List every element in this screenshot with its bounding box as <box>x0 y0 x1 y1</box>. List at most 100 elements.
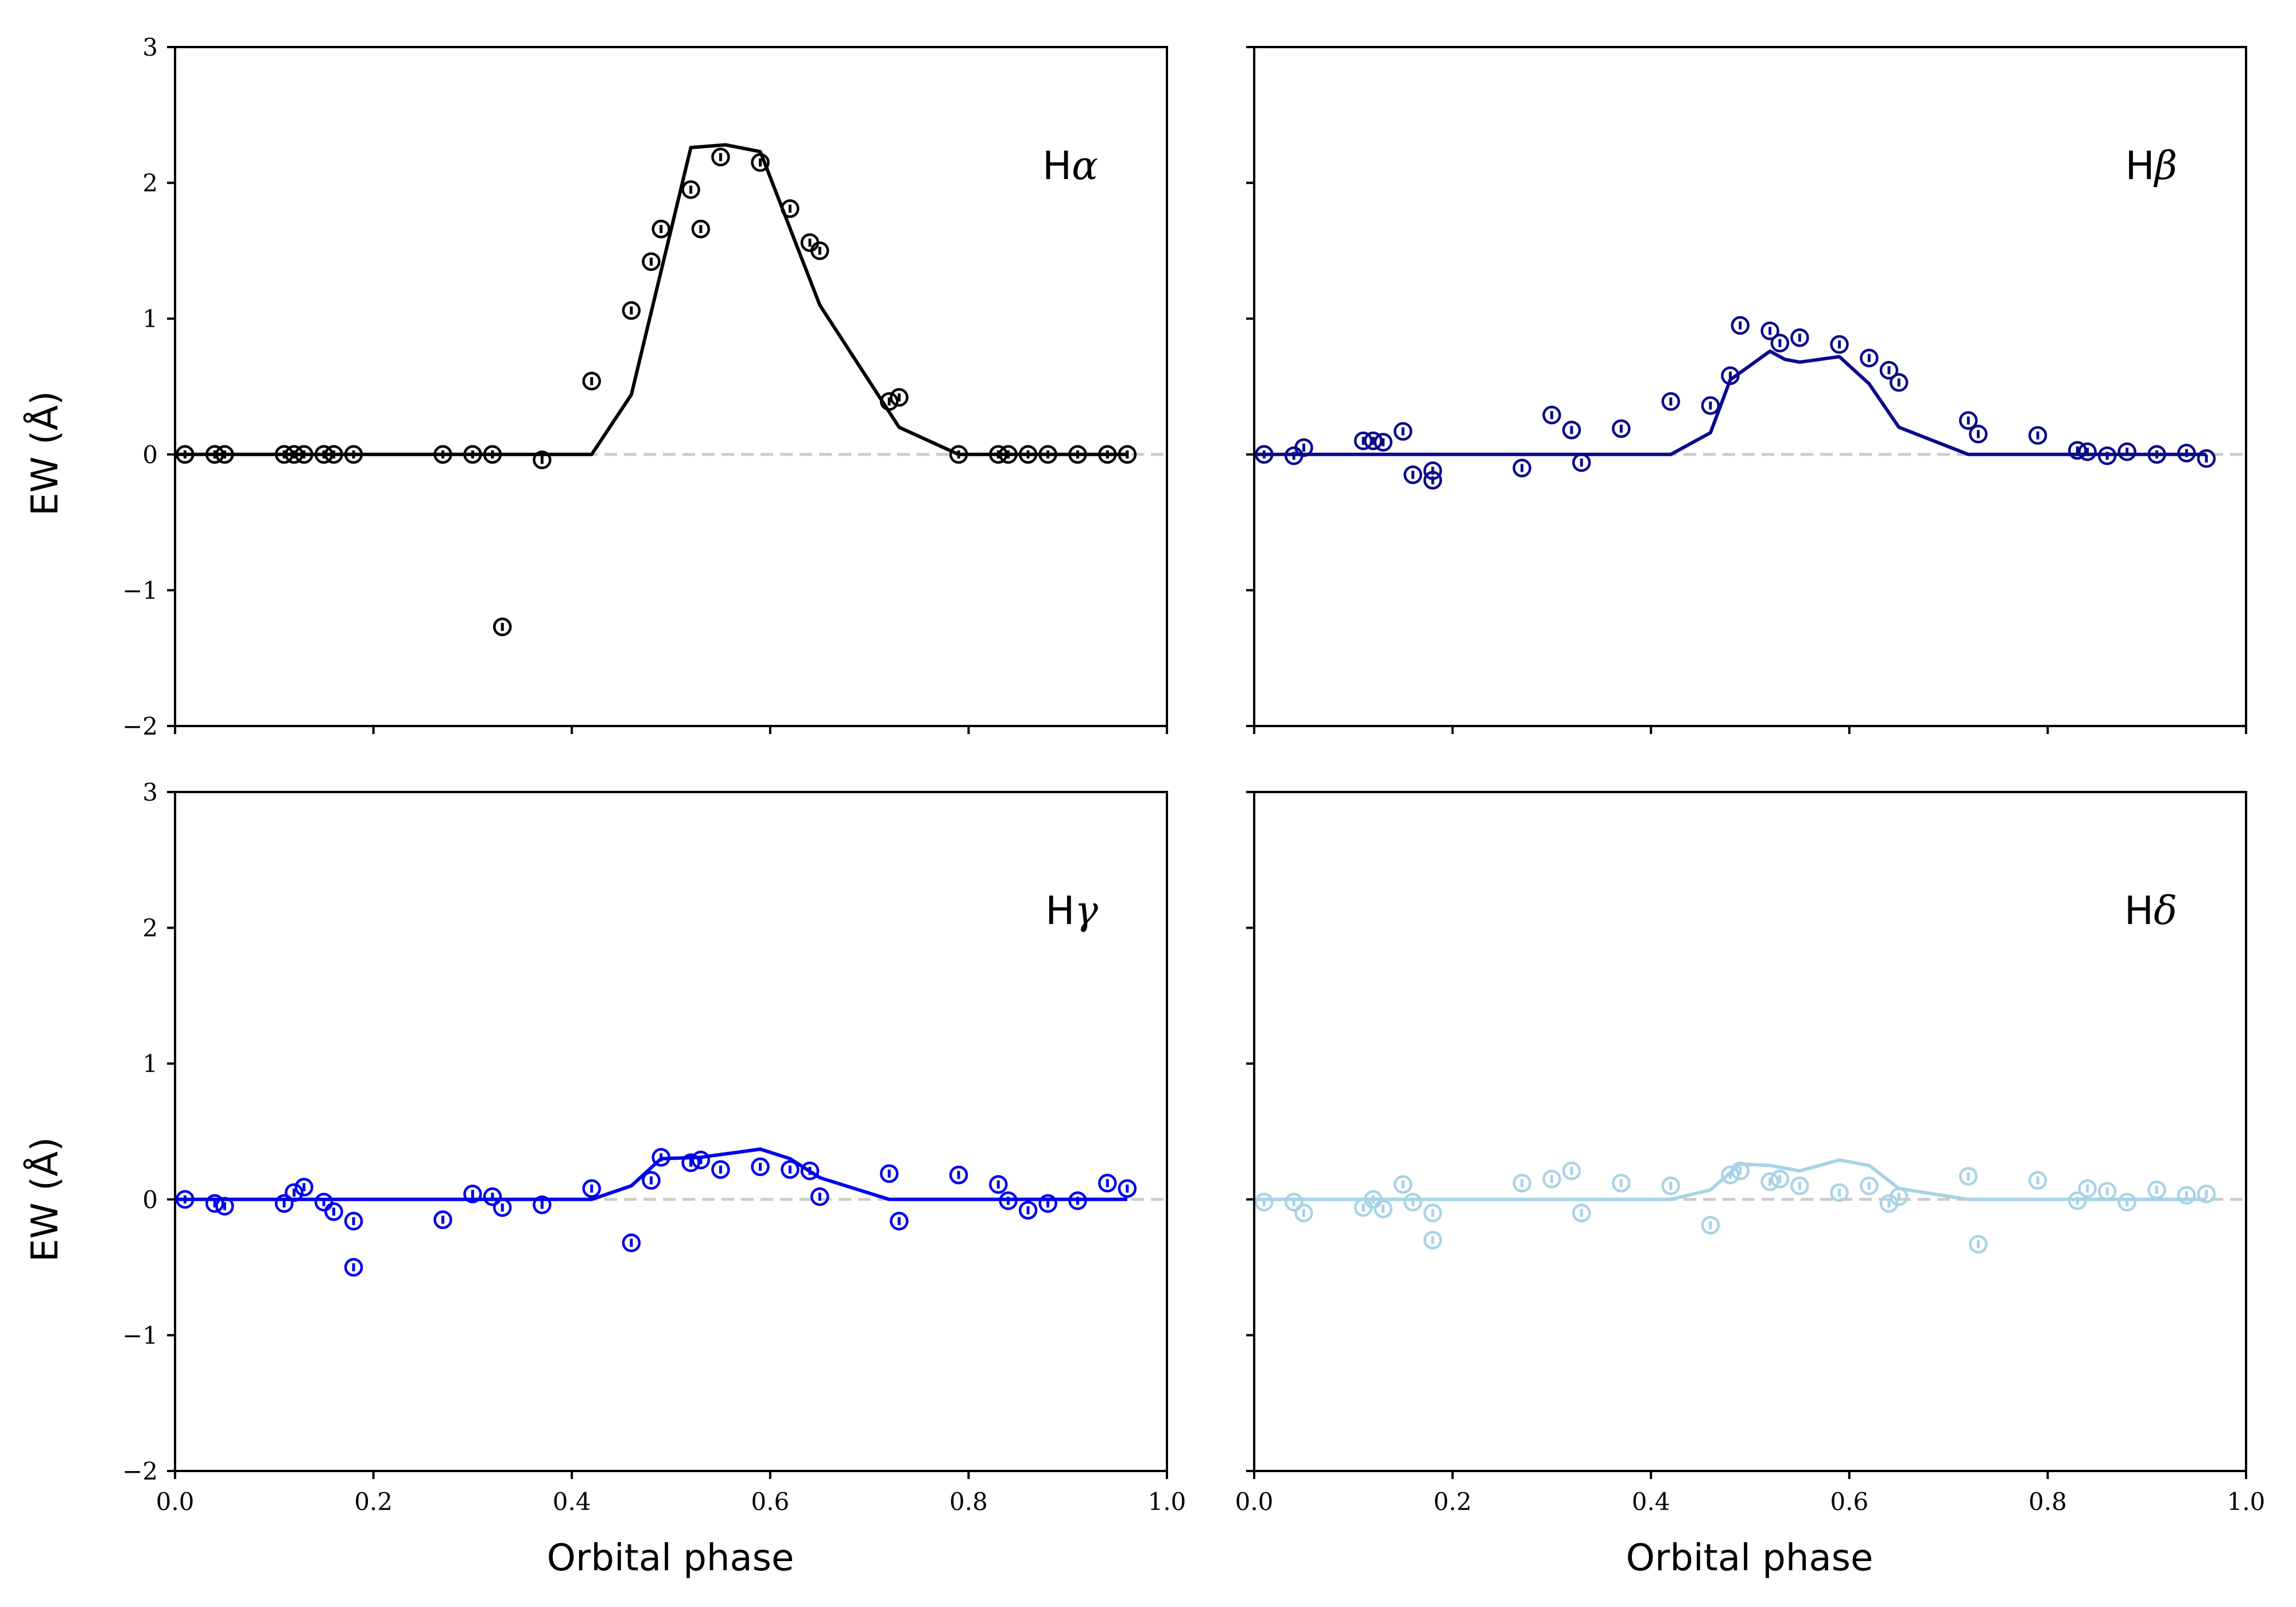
y-tick-label: 0 <box>142 441 158 469</box>
data-point-marker <box>1889 1187 1909 1206</box>
data-point <box>1403 1193 1422 1212</box>
data-point <box>2078 442 2097 461</box>
data-point <box>1374 433 1393 452</box>
data-point <box>800 1161 820 1181</box>
data-point <box>176 445 195 464</box>
data-point-marker <box>1294 1204 1313 1222</box>
y-tick-label: 1 <box>142 305 158 333</box>
data-point <box>324 1202 343 1221</box>
model-curve <box>1254 1158 2206 1201</box>
data-point-marker <box>176 445 195 464</box>
data-point-marker <box>1830 1183 1849 1202</box>
data-point-marker <box>1512 459 1531 478</box>
data-point-marker <box>533 451 552 469</box>
data-point-marker <box>1721 366 1740 385</box>
x-tick-label: 0.2 <box>354 1488 393 1516</box>
data-point-marker <box>176 1190 195 1209</box>
data-point-marker <box>2028 1171 2047 1190</box>
data-point <box>711 147 730 166</box>
data-point <box>1038 1194 1057 1213</box>
data-point-marker <box>681 180 700 199</box>
data-point-marker <box>1770 1170 1790 1189</box>
x-axis-title-left: Orbital phase <box>547 1537 794 1579</box>
data-point <box>2117 442 2136 461</box>
data-point-marker <box>1879 360 1899 380</box>
data-point <box>2197 1185 2216 1204</box>
data-point <box>651 219 670 239</box>
data-point <box>1612 419 1631 438</box>
data-point-marker <box>1760 1172 1779 1191</box>
data-point-marker <box>344 1257 363 1277</box>
data-point-marker <box>1562 420 1581 440</box>
data-point-marker <box>1860 1176 1879 1195</box>
data-point <box>1790 328 1809 347</box>
data-point-marker <box>1068 1191 1087 1210</box>
data-point <box>751 1157 770 1177</box>
data-point <box>642 1171 661 1190</box>
data-point-marker <box>324 1202 343 1221</box>
data-point-marker <box>1353 431 1373 451</box>
data-point <box>285 445 304 464</box>
data-point <box>2097 1182 2117 1201</box>
data-point-marker <box>1958 1167 1978 1186</box>
data-point-marker <box>2147 1180 2166 1200</box>
data-point <box>1542 405 1561 425</box>
data-point <box>215 1197 234 1216</box>
data-point-marker <box>999 445 1018 464</box>
data-point-marker <box>215 1197 234 1216</box>
data-point-marker <box>751 153 770 172</box>
data-point <box>651 1148 670 1167</box>
data-point <box>1255 445 1274 464</box>
data-point-marker <box>1423 471 1442 490</box>
data-point-marker <box>344 1212 363 1231</box>
data-point-marker <box>2097 446 2117 465</box>
data-point <box>949 1165 968 1185</box>
x-tick-label: 0.8 <box>949 1488 988 1516</box>
data-point-marker <box>2078 442 2097 461</box>
data-point-marker <box>2197 1185 2216 1204</box>
y-tick-label: 1 <box>142 1050 158 1078</box>
data-point-marker <box>1562 1161 1581 1181</box>
data-point-marker <box>1958 411 1978 430</box>
data-point <box>1423 1204 1442 1222</box>
data-point <box>1889 373 1909 392</box>
data-point-marker <box>949 1165 968 1185</box>
data-point <box>1760 321 1779 340</box>
x-tick-label: 0.8 <box>2029 1488 2067 1516</box>
data-point-marker <box>890 1212 909 1231</box>
x-tick-label: 0.4 <box>1632 1488 1670 1516</box>
axes-frame <box>174 791 1168 1472</box>
data-point-marker <box>1284 1193 1304 1212</box>
data-point-marker <box>1403 1193 1422 1212</box>
data-point-marker <box>483 1187 502 1206</box>
data-point <box>2097 446 2117 465</box>
data-point-marker <box>1572 1204 1591 1222</box>
data-point-marker <box>1512 1174 1531 1193</box>
data-point <box>533 1195 552 1214</box>
data-point-marker <box>1098 445 1117 464</box>
data-point <box>314 1193 333 1212</box>
data-point-marker <box>1393 1175 1413 1194</box>
data-point <box>2078 1179 2097 1198</box>
data-point <box>1969 1235 1988 1254</box>
data-point <box>1958 411 1978 430</box>
data-point <box>890 388 909 407</box>
data-point-marker <box>274 445 294 464</box>
data-point-marker <box>1018 1201 1038 1220</box>
data-point-marker <box>285 1183 304 1202</box>
data-point-marker <box>988 1175 1008 1194</box>
x-tick-label: 1.0 <box>2227 1488 2266 1516</box>
y-axis-title-bottom: EW (Å) <box>23 1137 67 1262</box>
data-point-marker <box>681 1153 700 1173</box>
data-point <box>1661 392 1681 411</box>
data-point-marker <box>2078 1179 2097 1198</box>
data-point <box>1572 1204 1591 1222</box>
data-point <box>483 445 502 464</box>
data-point <box>751 153 770 172</box>
x-tick-label: 0.6 <box>751 1488 789 1516</box>
data-point-marker <box>2197 449 2216 468</box>
data-point-marker <box>949 445 968 464</box>
data-point <box>433 445 452 464</box>
data-point-marker <box>533 1195 552 1214</box>
data-point <box>2177 444 2196 463</box>
